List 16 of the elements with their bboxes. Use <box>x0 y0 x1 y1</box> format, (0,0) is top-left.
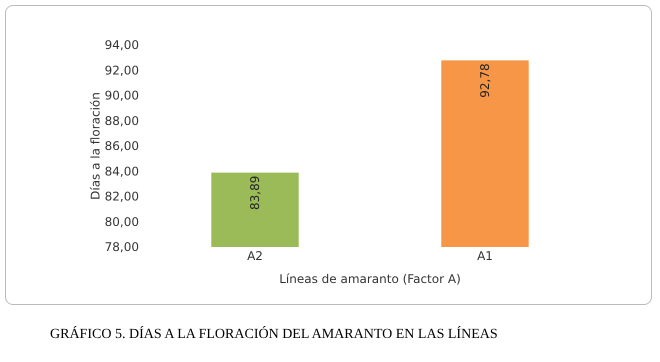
y-tick-label: 88,00 <box>104 114 139 128</box>
y-tick-label: 78,00 <box>104 240 139 254</box>
y-tick-label: 86,00 <box>104 139 139 154</box>
x-tick-label: A1 <box>477 249 493 263</box>
data-label: 92,78 <box>478 63 492 98</box>
data-label: 83,89 <box>248 176 262 210</box>
text: GRÁFICO 5. DÍAS A LA FLORACIÓN DEL AMARANTO EN LAS LÍNEAS <box>50 325 498 342</box>
y-tick-label: 90,00 <box>104 88 139 103</box>
x-axis-title: Líneas de amaranto (Factor A) <box>279 272 461 286</box>
y-tick-label: 84,00 <box>104 164 139 178</box>
y-tick-label: 92,00 <box>104 63 139 78</box>
x-tick-label: A2 <box>247 249 263 263</box>
y-tick-label: 80,00 <box>104 214 139 229</box>
y-tick-label: 82,00 <box>104 190 139 204</box>
y-tick-label: 94,00 <box>104 38 139 52</box>
y-axis-title: Días a la floración <box>88 92 103 200</box>
